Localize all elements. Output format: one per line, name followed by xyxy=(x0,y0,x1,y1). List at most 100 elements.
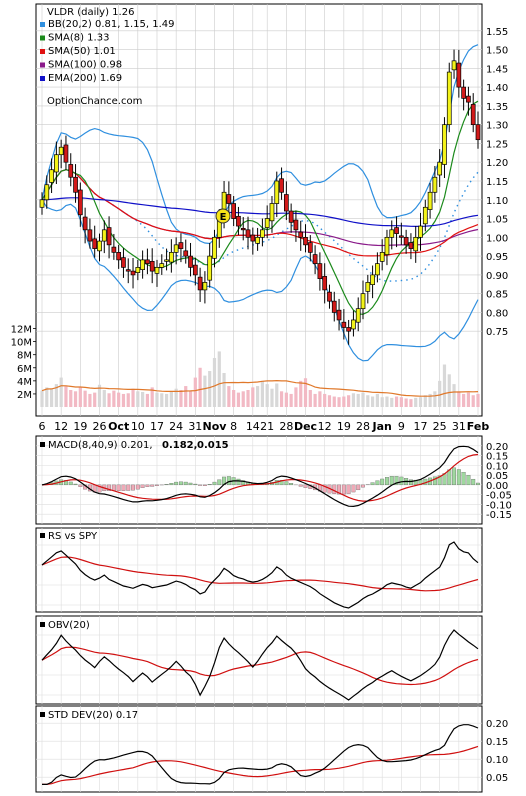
volume-bar xyxy=(370,396,375,407)
volume-bar xyxy=(457,391,461,407)
volume-bar xyxy=(198,367,202,407)
volume-bar xyxy=(308,390,312,407)
date-tick-label: 8 xyxy=(230,420,237,433)
candle-body xyxy=(360,293,366,310)
candle-body xyxy=(394,227,399,234)
macd-title: MACD(8,40,9) 0.201, xyxy=(48,440,153,451)
volume-bar xyxy=(126,393,130,407)
legend-label: SMA(100) 0.98 xyxy=(48,60,122,71)
obv-panel: OBV(20) xyxy=(35,615,483,705)
volume-bar xyxy=(150,387,154,407)
candle-body xyxy=(236,215,241,227)
price-tick-label: 0.80 xyxy=(486,308,508,319)
candle-body xyxy=(154,267,160,274)
volume-bar xyxy=(270,388,274,407)
macd-tick-label: 0.05 xyxy=(486,471,508,482)
candle-body xyxy=(101,229,107,242)
macd-histogram-bar xyxy=(471,478,476,486)
volume-bar xyxy=(49,388,54,407)
signal-value: 0.015 xyxy=(197,440,229,451)
rs-title: RS vs SPY xyxy=(48,531,98,542)
legend-swatch xyxy=(40,62,45,68)
macd-histogram-bar xyxy=(68,481,73,486)
date-tick-label: 28 xyxy=(279,420,293,433)
macd-histogram-bar xyxy=(97,484,102,493)
legend-swatch xyxy=(40,49,45,54)
macd-histogram-bar xyxy=(476,482,480,486)
candle-body xyxy=(250,234,256,242)
date-axis: 6 12 19 26 Oct 10 17 24 31 Nov 8 14 21 28 Dec 12 19 28 Jan… xyxy=(39,420,490,433)
volume-y-axis: 12M 10M 8M 6M 4M 2M xyxy=(11,325,36,401)
candle-body xyxy=(111,246,117,253)
volume-bar xyxy=(117,392,121,407)
price-tick-label: 1.20 xyxy=(486,158,508,169)
candle-body xyxy=(307,242,313,253)
macd-signal-line xyxy=(41,453,479,502)
rs-lines xyxy=(41,541,479,609)
date-tick-label: 14 xyxy=(246,420,260,433)
volume-bar xyxy=(222,373,226,407)
candle-body xyxy=(336,309,342,321)
volume-bar xyxy=(54,384,58,407)
candle-body xyxy=(164,259,169,262)
candlesticks xyxy=(39,49,481,345)
date-tick-label: Nov xyxy=(203,420,228,433)
date-tick-label: 28 xyxy=(356,420,370,433)
macd-histogram-bar xyxy=(236,478,241,486)
candle-body xyxy=(68,164,74,178)
volume-bar xyxy=(88,393,92,407)
stddev-tick-label: 0.20 xyxy=(486,719,508,730)
candle-body xyxy=(226,194,232,204)
volume-bar xyxy=(160,393,164,407)
macd-histogram-bar xyxy=(198,484,203,486)
macd-histogram-bar xyxy=(193,483,198,486)
volume-bar xyxy=(433,391,437,407)
volume-bar xyxy=(351,393,356,407)
macd-line xyxy=(41,445,479,508)
date-tick-label: 9 xyxy=(398,420,405,433)
candle-body xyxy=(73,176,78,193)
macd-histogram-bar xyxy=(202,484,207,486)
volume-bar xyxy=(366,395,370,407)
macd-histogram-bar xyxy=(361,484,365,488)
price-tick-label: 0.95 xyxy=(486,252,508,263)
macd-histogram-bar xyxy=(332,484,337,494)
candle-body xyxy=(183,250,189,257)
macd-histogram-bar xyxy=(303,484,308,488)
volume-bar xyxy=(303,378,308,407)
volume-bar xyxy=(466,392,471,407)
candle-body xyxy=(260,229,265,238)
volume-bar xyxy=(236,392,241,407)
candle-body xyxy=(87,229,93,242)
volume-bar xyxy=(476,393,480,407)
date-tick-label: Jan xyxy=(371,420,391,433)
candle-body xyxy=(408,242,414,249)
price-tick-label: 1.40 xyxy=(486,83,508,94)
stddev-panel: 0.20 0.15 0.10 0.05 STD DEV(20) 0.17 xyxy=(35,705,508,793)
price-tick-label: 1.30 xyxy=(486,121,508,132)
macd-histogram-bar xyxy=(212,481,217,486)
volume-bar xyxy=(246,390,250,407)
volume-bar xyxy=(164,393,169,407)
candle-body xyxy=(461,86,466,99)
volume-bar xyxy=(294,387,298,407)
legend-label: SMA(8) 1.33 xyxy=(48,33,109,44)
candle-body xyxy=(188,255,193,268)
volume-bar xyxy=(93,392,97,407)
legend-label: SMA(50) 1.01 xyxy=(48,46,116,57)
macd-tick-label: -0.15 xyxy=(486,510,512,521)
ema200-line xyxy=(41,197,479,227)
watermark: OptionChance.com xyxy=(47,96,142,107)
date-tick-label: Feb xyxy=(467,420,490,433)
macd-histogram-bar xyxy=(226,476,231,486)
volume-bar xyxy=(184,386,188,407)
volume-bar xyxy=(121,393,126,407)
price-tick-label: 1.00 xyxy=(486,233,508,244)
candle-body xyxy=(149,261,155,272)
volume-bar xyxy=(203,375,207,407)
macd-histogram-bar xyxy=(432,476,437,486)
stddev-tick-label: 0.15 xyxy=(486,737,508,748)
volume-bar xyxy=(279,391,284,407)
macd-y-axis: 0.200.150.100.050.00-0.05-0.10-0.15 xyxy=(486,442,512,521)
